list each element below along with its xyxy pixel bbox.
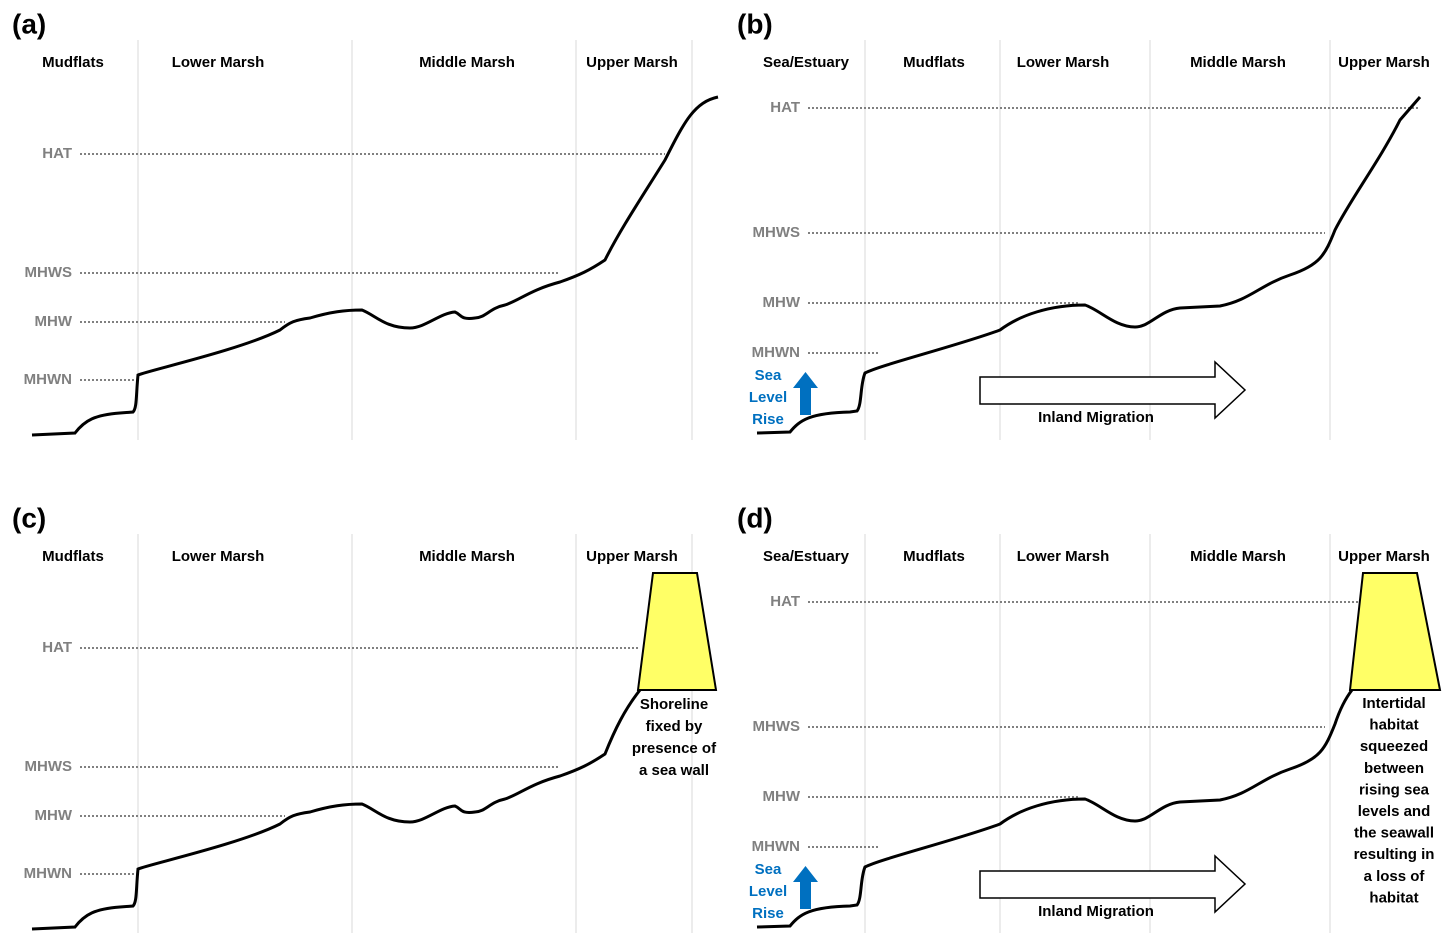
note: habitat	[1369, 717, 1418, 734]
migration-label: Inland Migration	[1038, 409, 1154, 426]
zone-label: Sea/Estuary	[763, 548, 850, 565]
figure: (a) Mudflats Lower Marsh Middle Marsh Upper …	[0, 0, 1442, 933]
level-label: MHWN	[24, 371, 72, 388]
migration-label: Inland Migration	[1038, 903, 1154, 920]
zone-label: Lower Marsh	[172, 548, 265, 565]
level-label: MHWS	[753, 224, 801, 241]
zone-label: Upper Marsh	[586, 54, 678, 71]
level-label: MHWN	[24, 865, 72, 882]
sea-wall	[638, 573, 716, 690]
level-label: HAT	[770, 593, 800, 610]
note: rising sea	[1359, 781, 1430, 798]
panel-label: (c)	[12, 502, 46, 533]
level-label: HAT	[42, 639, 72, 656]
rise-arrow	[793, 372, 818, 415]
level-label: MHWS	[753, 718, 801, 735]
level-label: MHW	[763, 294, 801, 311]
note: levels and	[1358, 803, 1431, 820]
rise-arrow	[793, 866, 818, 909]
sea-level-rise: Level	[749, 389, 787, 406]
zone-label: Middle Marsh	[419, 54, 515, 71]
zone-label: Lower Marsh	[1017, 54, 1110, 71]
sea-level-rise: Sea	[755, 367, 782, 384]
panel-label: (d)	[737, 502, 773, 533]
panel-label: (b)	[737, 8, 773, 39]
shore-profile	[32, 690, 640, 929]
note: squeezed	[1360, 738, 1428, 755]
sea-level-rise: Rise	[752, 411, 784, 428]
sea-level-rise: Sea	[755, 861, 782, 878]
note: a loss of	[1364, 868, 1426, 885]
panel: (a) Mudflats Lower Marsh Middle Marsh Upper …	[12, 8, 718, 440]
zone-label: Mudflats	[42, 54, 104, 71]
sea-level-rise: Rise	[752, 905, 784, 922]
zone-label: Upper Marsh	[1338, 54, 1430, 71]
zone-label: Middle Marsh	[1190, 54, 1286, 71]
zone-label: Sea/Estuary	[763, 54, 850, 71]
zone-label: Middle Marsh	[1190, 548, 1286, 565]
zone-label: Middle Marsh	[419, 548, 515, 565]
level-label: MHWS	[25, 758, 73, 775]
zone-label: Upper Marsh	[1338, 548, 1430, 565]
level-label: MHW	[763, 788, 801, 805]
level-label: HAT	[770, 99, 800, 116]
level-label: HAT	[42, 145, 72, 162]
panel: (c) Mudflats Lower Marsh Middle Marsh Upper …	[12, 502, 717, 933]
level-label: MHW	[35, 807, 73, 824]
sea-level-rise: Level	[749, 883, 787, 900]
level-label: MHWS	[25, 264, 73, 281]
note: habitat	[1369, 889, 1418, 906]
level-label: MHWN	[752, 344, 800, 361]
zone-label: Lower Marsh	[1017, 548, 1110, 565]
panel: (d) Sea/Estuary Mudflats Lower Marsh Middle …	[737, 502, 1440, 933]
note: Intertidal	[1362, 695, 1425, 712]
note: resulting in	[1354, 846, 1435, 863]
level-label: MHWN	[752, 838, 800, 855]
sea-wall	[1350, 573, 1440, 690]
zone-label: Upper Marsh	[586, 548, 678, 565]
note: the seawall	[1354, 825, 1434, 842]
note: fixed by	[646, 718, 703, 735]
zone-label: Mudflats	[903, 548, 965, 565]
note: Shoreline	[640, 696, 708, 713]
note: presence of	[632, 740, 717, 757]
panel-label: (a)	[12, 8, 46, 39]
zone-label: Mudflats	[42, 548, 104, 565]
note: between	[1364, 760, 1424, 777]
level-label: MHW	[35, 313, 73, 330]
zone-label: Lower Marsh	[172, 54, 265, 71]
note: a sea wall	[639, 762, 709, 779]
shore-profile	[32, 97, 718, 435]
panel: (b) Sea/Estuary Mudflats Lower Marsh Middle …	[737, 8, 1430, 440]
zone-label: Mudflats	[903, 54, 965, 71]
